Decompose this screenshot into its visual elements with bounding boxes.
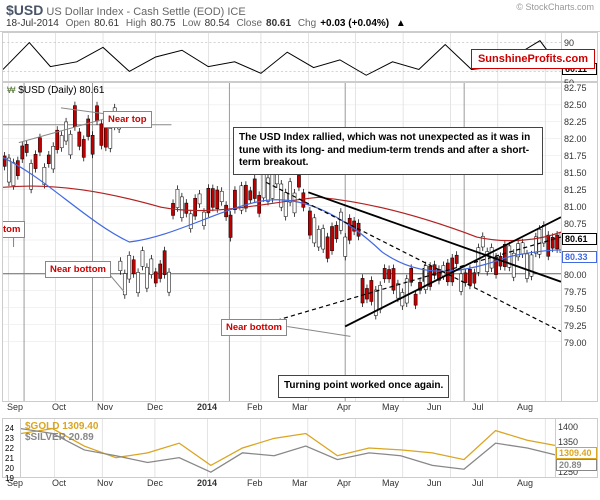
lower-y-axis-left: 242322212019: [3, 419, 21, 477]
ticker-symbol: $USD: [6, 2, 43, 18]
high-label: High: [126, 18, 147, 29]
analysis-annotation: The USD Index rallied, which was not une…: [233, 127, 543, 175]
low-label: Low: [182, 18, 200, 29]
chg-value: +0.03 (+0.04%): [320, 18, 389, 29]
lower-y-axis-right: 14001350130012501309.4020.89: [555, 419, 597, 477]
x-axis-upper: SepOctNovDec2014FebMarAprMayJunJulAug: [2, 402, 598, 418]
main-plot: ₩ $USD (Daily) 80.61 The USD Index ralli…: [3, 83, 561, 401]
lower-panel: 242322212019 $GOLD 1309.40 $SILVER 20.89…: [2, 418, 598, 478]
near-bottom-annotation-1: Near bottom: [45, 261, 111, 278]
turning-point-annotation: Turning point worked once again.: [278, 375, 449, 398]
main-y-axis: 82.7582.5082.2582.0081.7581.5081.2581.00…: [561, 83, 597, 401]
close-label: Close: [236, 18, 262, 29]
date-label: 18-Jul-2014: [6, 18, 59, 29]
main-price-panel: ₩ $USD (Daily) 80.61 The USD Index ralli…: [2, 82, 598, 402]
chg-arrow-icon: ▲: [396, 18, 406, 29]
x-axis-lower: SepOctNovDec2014FebMarAprMayJunJulAug: [2, 478, 598, 494]
lower-svg: [21, 419, 561, 477]
chg-label: Chg: [298, 18, 316, 29]
open-value: 80.61: [94, 18, 119, 29]
ohlc-row: 18-Jul-2014 Open 80.61 High80.75 Low 80.54…: [6, 18, 594, 29]
close-value: 80.61: [266, 18, 291, 29]
chart-header: $USD US Dollar Index - Cash Settle (EOD)…: [0, 0, 600, 32]
watermark-badge: SunshineProfits.com: [471, 49, 595, 69]
high-value: 80.75: [150, 18, 175, 29]
chart-title: US Dollar Index - Cash Settle (EOD) ICE: [46, 6, 245, 18]
silver-label: $SILVER 20.89: [25, 432, 94, 443]
indicator-panel: 90705060.11 SunshineProfits.com: [2, 32, 598, 82]
low-value: 80.54: [205, 18, 230, 29]
cut-annotation: tom: [3, 221, 25, 238]
near-top-annotation: Near top: [103, 111, 152, 128]
lower-plot: $GOLD 1309.40 $SILVER 20.89: [21, 419, 561, 477]
gold-label: $GOLD 1309.40: [25, 421, 98, 432]
main-symbol-label: ₩ $USD (Daily) 80.61: [7, 85, 104, 96]
copyright-text: © StockCharts.com: [516, 2, 594, 12]
near-bottom-annotation-2: Near bottom: [221, 319, 287, 336]
lower-symbol-labels: $GOLD 1309.40 $SILVER 20.89: [25, 421, 98, 443]
open-label: Open: [66, 18, 90, 29]
